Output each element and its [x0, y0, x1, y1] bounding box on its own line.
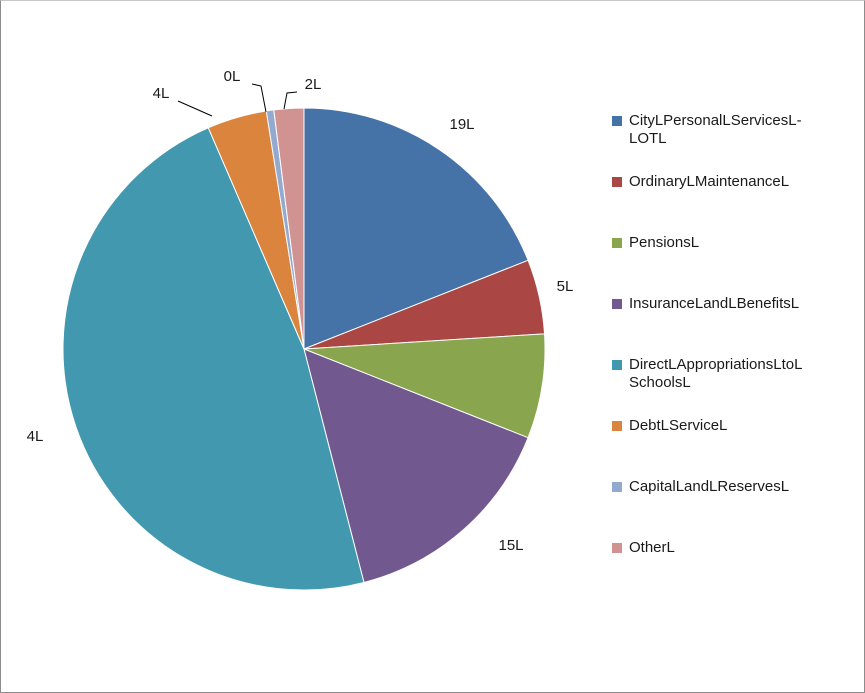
legend-item-7: CapitalLandLReservesL — [612, 478, 839, 496]
data-label-2: 5L — [557, 278, 574, 295]
legend-item-1: CityLPersonalLServicesL-LOTL — [612, 112, 839, 148]
legend-label: OtherL — [629, 539, 675, 556]
legend-item-8: OtherL — [612, 539, 839, 557]
leader-line-7 — [251, 83, 267, 113]
data-label-8: 2L — [305, 76, 322, 93]
data-label-4: 15L — [498, 537, 523, 554]
legend-label: DebtLServiceL — [629, 417, 728, 434]
legend-item-5: DirectLAppropriationsLtoL SchoolsL — [612, 356, 839, 392]
legend-swatch — [612, 543, 622, 553]
legend-label: InsuranceLandLBenefitsL — [629, 295, 800, 312]
legend-item-4: InsuranceLandLBenefitsL — [612, 295, 839, 313]
legend-item-2: OrdinaryLMaintenanceL — [612, 173, 839, 191]
legend-item-3: PensionsL — [612, 234, 839, 252]
legend-swatch — [612, 177, 622, 187]
data-label-6: 4L — [153, 85, 170, 102]
legend-label: CapitalLandLReservesL — [629, 478, 790, 495]
pie-slice-3 — [303, 333, 546, 439]
legend-label: OrdinaryLMaintenanceL — [629, 173, 790, 190]
legend-item-6: DebtLServiceL — [612, 417, 839, 435]
legend-swatch — [612, 482, 622, 492]
pie-slice-5 — [62, 127, 365, 591]
legend-swatch — [612, 116, 622, 126]
data-label-5: 4L — [27, 428, 44, 445]
legend-swatch — [612, 421, 622, 431]
legend-label: PensionsL — [629, 234, 700, 251]
pie-slice-1 — [303, 107, 529, 350]
legend-swatch — [612, 238, 622, 248]
leader-line-8 — [283, 91, 298, 110]
legend-swatch — [612, 360, 622, 370]
legend-label: DirectLAppropriationsLtoL SchoolsL — [629, 356, 802, 391]
data-label-7: 0L — [224, 68, 241, 85]
data-label-1: 19L — [449, 116, 474, 133]
pie-slice-4 — [303, 348, 529, 584]
leader-line-6 — [177, 100, 213, 117]
pie-slice-8 — [273, 107, 305, 350]
legend-label: CityLPersonalLServicesL-LOTL — [629, 112, 802, 147]
legend-swatch — [612, 299, 622, 309]
